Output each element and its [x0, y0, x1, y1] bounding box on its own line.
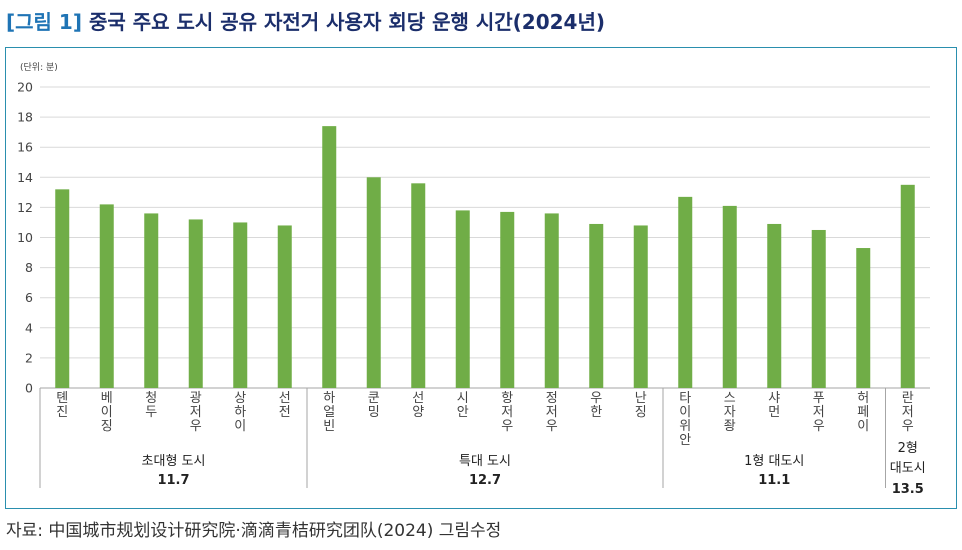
y-tick-label: 16 [17, 140, 33, 155]
bar [678, 196, 693, 388]
source-note: 자료: 中国城市规划设计研究院·滴滴青桔研究团队(2024) 그림수정 [6, 521, 502, 541]
bar [500, 211, 515, 388]
bar [322, 126, 337, 388]
y-tick-label: 10 [17, 230, 33, 245]
bar [144, 213, 159, 388]
y-tick-label: 18 [17, 110, 33, 125]
y-tick-label: 6 [25, 290, 33, 305]
bar [811, 229, 826, 388]
bar [589, 223, 604, 388]
y-tick-label: 4 [25, 320, 33, 335]
bar [767, 223, 782, 388]
bar [455, 210, 470, 388]
figure-label: [그림 1] [6, 10, 82, 34]
y-tick-label: 14 [17, 170, 33, 185]
bar [366, 177, 381, 388]
bar-chart: (단위: 분) 0 2 4 6 8 10 12 14 16 18 20 톈 진 베 이 징 청 두 광 저 우 상 하 이 선 전 하… [17, 62, 930, 497]
group-average: 13.5 [892, 482, 924, 497]
y-tick-label: 0 [25, 381, 33, 396]
bar [99, 204, 114, 388]
group-average: 11.1 [758, 473, 790, 488]
group-name: 1형 대도시 [744, 454, 804, 469]
bar [411, 183, 426, 388]
group-name: 대도시 [890, 461, 926, 476]
bar [722, 205, 737, 388]
bar [856, 248, 871, 388]
y-tick-label: 8 [25, 260, 33, 275]
figure-title: [그림 1] 중국 주요 도시 공유 자전거 사용자 회당 운행 시간(2024… [6, 4, 605, 40]
group-name: 2형 [898, 441, 918, 456]
chart-frame [5, 47, 957, 509]
y-tick-label: 20 [17, 80, 33, 95]
bar [544, 213, 559, 388]
bar [277, 225, 292, 388]
bar [55, 189, 70, 388]
bar [188, 219, 203, 388]
group-average: 12.7 [469, 473, 501, 488]
group-average: 11.7 [157, 473, 189, 488]
unit-label: (단위: 분) [20, 62, 58, 73]
group-name: 특대 도시 [459, 454, 511, 469]
figure-title-text: 중국 주요 도시 공유 자전거 사용자 회당 운행 시간(2024년) [88, 10, 605, 34]
group-name: 초대형 도시 [142, 454, 206, 469]
bar [233, 222, 248, 388]
bar [633, 225, 648, 388]
y-tick-label: 2 [25, 350, 33, 365]
bar [900, 184, 915, 388]
y-tick-label: 12 [17, 200, 33, 215]
